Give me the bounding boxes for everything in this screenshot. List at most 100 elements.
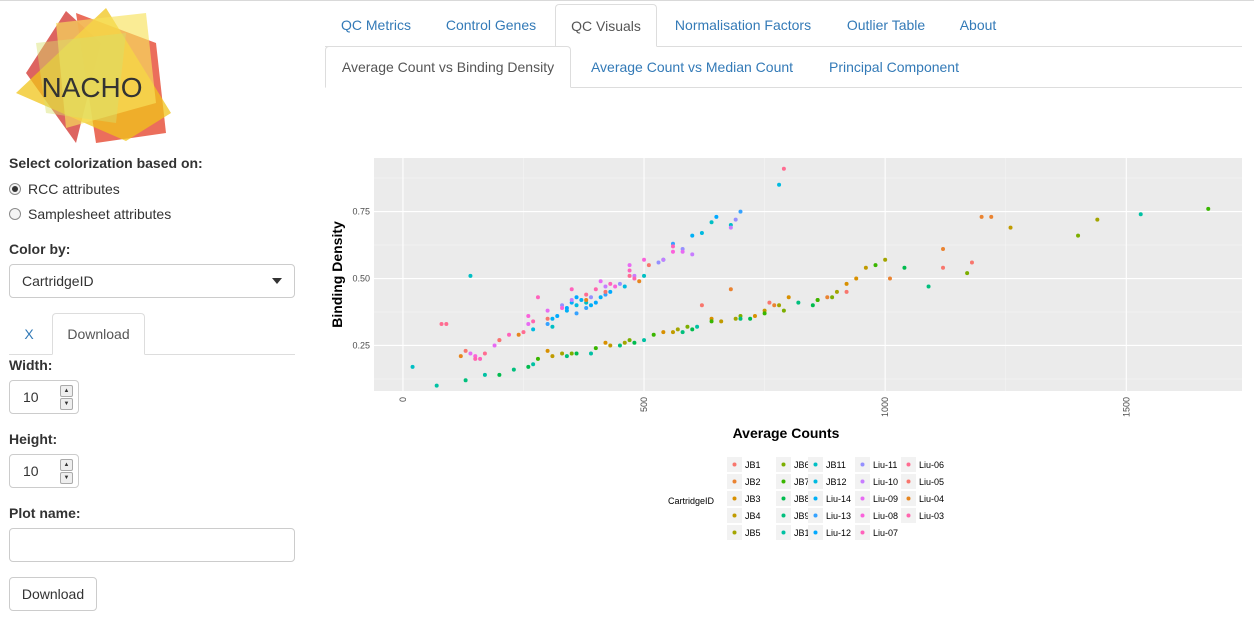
legend-label: Liu-13 bbox=[826, 511, 851, 521]
radio-checked-icon[interactable] bbox=[9, 183, 21, 195]
legend-key-point bbox=[732, 462, 737, 467]
data-point bbox=[589, 295, 593, 300]
data-point bbox=[545, 316, 550, 321]
data-point bbox=[458, 354, 463, 359]
radio-unchecked-icon[interactable] bbox=[9, 208, 21, 220]
color-by-value: CartridgeID bbox=[22, 273, 94, 289]
data-point bbox=[887, 276, 892, 281]
increment-icon[interactable]: ▲ bbox=[60, 459, 73, 471]
data-point bbox=[1095, 217, 1100, 222]
tab-principal-component[interactable]: Principal Component bbox=[829, 58, 959, 75]
legend-label: JB3 bbox=[745, 494, 761, 504]
data-point bbox=[531, 362, 536, 367]
data-point bbox=[1206, 206, 1211, 211]
binding-density-plot: 0 500 1000 1500 0.25 0.50 0.75 Average Counts Bi… bbox=[322, 151, 1242, 551]
tab-qc-metrics[interactable]: QC Metrics bbox=[341, 17, 411, 33]
radio-samplesheet-attributes[interactable]: Samplesheet attributes bbox=[9, 206, 171, 222]
tab-about[interactable]: About bbox=[959, 17, 997, 33]
legend-key-point bbox=[781, 462, 786, 467]
tab-x[interactable]: X bbox=[24, 325, 34, 342]
legend-key-point bbox=[732, 479, 737, 484]
data-point bbox=[622, 284, 627, 289]
data-point bbox=[1008, 225, 1013, 230]
legend-key-point bbox=[860, 496, 865, 501]
y-tick-label: 0.25 bbox=[352, 340, 370, 350]
data-point bbox=[622, 340, 627, 345]
download-button[interactable]: Download bbox=[9, 577, 97, 611]
data-point bbox=[926, 284, 931, 289]
data-point bbox=[646, 263, 651, 268]
data-point bbox=[434, 383, 439, 388]
data-point bbox=[560, 305, 565, 310]
legend-key-point bbox=[906, 479, 911, 484]
radio-rcc-attributes[interactable]: RCC attributes bbox=[9, 181, 120, 197]
data-point bbox=[550, 354, 555, 359]
decrement-icon[interactable]: ▼ bbox=[60, 472, 73, 484]
data-point bbox=[781, 308, 786, 313]
plot-name-label: Plot name: bbox=[9, 505, 81, 521]
data-point bbox=[989, 214, 994, 219]
data-point bbox=[661, 330, 666, 335]
legend-label: JB9 bbox=[794, 511, 810, 521]
data-point bbox=[492, 343, 497, 348]
legend-key-point bbox=[860, 462, 865, 467]
data-point bbox=[535, 356, 540, 361]
colorize-label: Select colorization based on: bbox=[9, 155, 203, 171]
data-point bbox=[463, 348, 468, 353]
legend-label: JB7 bbox=[794, 477, 810, 487]
data-point bbox=[410, 364, 415, 369]
width-input[interactable]: 10 ▲ ▼ bbox=[9, 380, 79, 414]
data-point bbox=[574, 295, 579, 300]
legend-label: Liu-11 bbox=[873, 460, 897, 470]
radio-label: RCC attributes bbox=[28, 181, 120, 197]
data-point bbox=[733, 217, 738, 222]
data-point bbox=[579, 297, 584, 302]
legend-label: Liu-12 bbox=[826, 528, 851, 538]
data-point bbox=[545, 322, 550, 327]
legend-key-point bbox=[813, 496, 818, 501]
legend-label: Liu-10 bbox=[873, 477, 898, 487]
color-by-select[interactable]: CartridgeID bbox=[9, 264, 295, 298]
data-point bbox=[482, 351, 487, 356]
sidebar-subtabs: X Download bbox=[9, 313, 295, 355]
data-point bbox=[507, 332, 512, 337]
data-point bbox=[608, 289, 613, 294]
tab-average-count-vs-binding-density[interactable]: Average Count vs Binding Density bbox=[325, 46, 571, 88]
height-input[interactable]: 10 ▲ ▼ bbox=[9, 454, 79, 488]
legend-key-point bbox=[813, 530, 818, 535]
data-point bbox=[603, 289, 608, 294]
increment-icon[interactable]: ▲ bbox=[60, 385, 73, 397]
data-point bbox=[883, 257, 888, 262]
data-point bbox=[497, 372, 502, 377]
width-stepper[interactable]: ▲ ▼ bbox=[60, 385, 73, 410]
tab-qc-visuals[interactable]: QC Visuals bbox=[555, 4, 657, 47]
data-point bbox=[526, 322, 531, 327]
plot-name-input[interactable] bbox=[9, 528, 295, 562]
data-point bbox=[733, 316, 738, 321]
x-axis-title: Average Counts bbox=[733, 425, 840, 441]
nacho-logo-graphic: NACHO bbox=[16, 8, 171, 143]
tab-download[interactable]: Download bbox=[52, 313, 145, 355]
data-point bbox=[767, 300, 772, 305]
data-point bbox=[569, 287, 574, 292]
data-point bbox=[777, 303, 782, 308]
data-point bbox=[680, 249, 685, 254]
legend-label: Liu-14 bbox=[826, 494, 851, 504]
data-point bbox=[752, 314, 757, 319]
data-point bbox=[781, 166, 786, 171]
legend-key-point bbox=[860, 530, 865, 535]
data-point bbox=[478, 356, 483, 361]
height-stepper[interactable]: ▲ ▼ bbox=[60, 459, 73, 484]
tab-normalisation-factors[interactable]: Normalisation Factors bbox=[674, 17, 812, 33]
legend-title: CartridgeID bbox=[668, 496, 715, 506]
decrement-icon[interactable]: ▼ bbox=[60, 398, 73, 410]
scatter-chart: 0 500 1000 1500 0.25 0.50 0.75 Average Counts Bi… bbox=[329, 158, 1242, 540]
data-point bbox=[526, 314, 531, 319]
tab-outlier-table[interactable]: Outlier Table bbox=[846, 17, 926, 33]
tab-average-count-vs-median-count[interactable]: Average Count vs Median Count bbox=[590, 58, 794, 75]
tab-control-genes[interactable]: Control Genes bbox=[445, 17, 537, 33]
data-point bbox=[656, 260, 661, 265]
data-point bbox=[463, 378, 468, 383]
legend-label: Liu-08 bbox=[873, 511, 898, 521]
data-point bbox=[825, 295, 830, 300]
